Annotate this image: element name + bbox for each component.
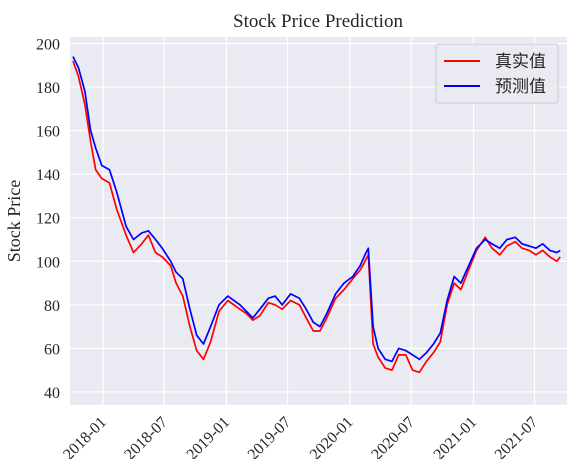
grid (70, 37, 567, 405)
y-tick-label: 100 (36, 254, 60, 271)
series-line-2 (72, 56, 561, 363)
legend-label-series-1: 真实值 (495, 52, 546, 72)
legend: 真实值 预测值 (435, 43, 559, 104)
y-axis-label: Stock Price (4, 180, 24, 263)
x-tick-label: 2019-07 (245, 414, 295, 459)
y-tick-label: 180 (36, 80, 60, 97)
x-tick-label: 2018-07 (121, 414, 171, 459)
y-tick-label: 120 (36, 211, 60, 228)
legend-label-series-2: 预测值 (495, 77, 546, 97)
y-tick-labels: 40 60 80 100 120 140 160 180 200 (36, 37, 60, 402)
y-tick-label: 80 (44, 298, 60, 315)
x-tick-label: 2020-07 (368, 414, 418, 459)
x-tick-label: 2020-01 (307, 414, 357, 459)
x-tick-label: 2021-07 (492, 414, 542, 459)
y-tick-label: 200 (36, 37, 60, 54)
y-tick-label: 40 (44, 385, 60, 402)
x-tick-label: 2019-01 (184, 414, 234, 459)
x-tick-labels: 2018-01 2018-07 2019-01 2019-07 2020-01 2020-… (60, 414, 541, 459)
x-tick-label: 2018-01 (60, 414, 110, 459)
y-tick-label: 160 (36, 124, 60, 141)
series-layer (72, 56, 561, 374)
legend-box (435, 43, 559, 104)
y-tick-label: 60 (44, 341, 60, 358)
y-tick-label: 140 (36, 167, 60, 184)
chart-title: Stock Price Prediction (233, 11, 403, 32)
x-tick-label: 2021-01 (431, 414, 481, 459)
